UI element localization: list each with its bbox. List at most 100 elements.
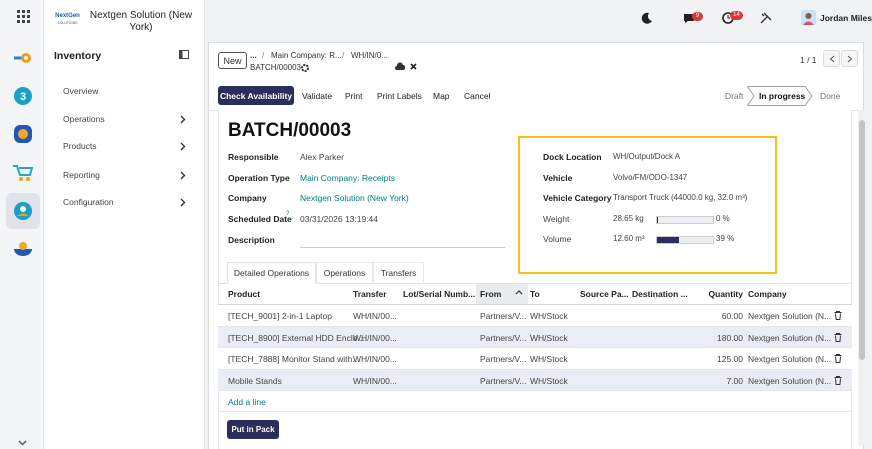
stage[interactable]: Done xyxy=(820,91,841,101)
field-label: Vehicle xyxy=(543,172,573,183)
app-icon[interactable] xyxy=(13,201,33,221)
submenu-arrow[interactable] xyxy=(180,198,186,207)
pager-prev[interactable] xyxy=(823,50,840,67)
cell: Partners/V... xyxy=(480,375,527,386)
avatar[interactable] xyxy=(801,10,816,25)
add-line[interactable]: Add a line xyxy=(228,397,266,407)
column-header[interactable]: Transfer xyxy=(353,289,387,299)
dark-mode[interactable] xyxy=(641,12,653,24)
table-row[interactable] xyxy=(218,369,852,391)
put-in-pack[interactable]: Put in Pack xyxy=(227,420,279,439)
app-icon[interactable] xyxy=(13,240,33,258)
submenu-arrow[interactable] xyxy=(180,115,186,124)
record-settings[interactable] xyxy=(301,64,309,72)
app-icon[interactable] xyxy=(13,124,33,144)
app-icon[interactable] xyxy=(12,162,34,182)
crumb[interactable]: Main Company: R... xyxy=(271,51,342,60)
field-value[interactable]: Alex Parker xyxy=(300,152,344,162)
primary-action[interactable]: Check Availability xyxy=(218,86,294,105)
app-rail: 3 xyxy=(0,0,44,449)
app-icon[interactable]: 3 xyxy=(13,86,33,106)
field-value[interactable]: Main Company: Receipts xyxy=(300,172,395,183)
logo-sub: SOLUTIONS xyxy=(57,21,78,25)
tab-active[interactable]: Detailed Operations xyxy=(227,262,316,284)
field-underline xyxy=(300,246,505,248)
column-header[interactable]: From xyxy=(480,289,502,299)
tabs-line xyxy=(218,283,852,284)
header-line xyxy=(218,304,852,305)
crumb[interactable]: ... xyxy=(250,51,257,60)
table-row[interactable] xyxy=(218,305,852,327)
menu-item[interactable]: Products xyxy=(63,141,97,151)
column-header[interactable]: Source Pa... xyxy=(580,289,629,299)
delete-row[interactable] xyxy=(834,354,842,363)
submenu-arrow[interactable] xyxy=(180,142,186,151)
action-button[interactable]: Map xyxy=(433,91,450,101)
app-icon[interactable] xyxy=(12,48,32,68)
cell: Partners/V... xyxy=(480,332,527,343)
apps-menu[interactable] xyxy=(17,10,30,23)
svg-text:3: 3 xyxy=(20,91,26,103)
menu-item[interactable]: Configuration xyxy=(63,197,114,207)
menu-item[interactable]: Operations xyxy=(63,114,105,124)
menu-item[interactable]: Reporting xyxy=(63,170,100,180)
discard[interactable] xyxy=(410,63,417,70)
cell: Mobile Stands xyxy=(228,375,282,386)
field-underline xyxy=(300,205,505,206)
cell: Partners/V... xyxy=(480,354,527,364)
cell: WH/Stock xyxy=(530,375,568,386)
field-value[interactable]: 03/31/2026 13:19:44 xyxy=(300,214,378,225)
table-row[interactable] xyxy=(218,348,852,370)
pager-next[interactable] xyxy=(841,50,858,67)
cell: WH/Stock xyxy=(530,311,568,321)
messages[interactable] xyxy=(683,13,695,24)
new-button[interactable]: New xyxy=(218,52,247,69)
submenu-arrow[interactable] xyxy=(180,171,186,180)
scrollbar xyxy=(858,110,866,445)
delete-row[interactable] xyxy=(834,332,842,342)
debug-tools[interactable] xyxy=(760,12,772,24)
tab[interactable]: Transfers xyxy=(373,262,424,284)
action-button[interactable]: Cancel xyxy=(464,91,491,101)
menu-item[interactable]: Overview xyxy=(63,86,99,96)
column-header[interactable]: Product xyxy=(228,289,261,299)
cell: Partners/V... xyxy=(480,311,527,321)
crumb[interactable]: WH/IN/0... xyxy=(351,51,388,60)
toggle-sidebar[interactable] xyxy=(179,50,189,59)
save[interactable] xyxy=(394,62,405,71)
table-row[interactable] xyxy=(218,326,852,348)
field-underline xyxy=(300,226,505,227)
cell: 60.00 xyxy=(721,311,743,321)
column-header[interactable]: Destination ... xyxy=(632,289,688,299)
sort-icon[interactable] xyxy=(515,288,523,296)
column-header[interactable]: Quantity xyxy=(708,289,743,299)
cell: [TECH_9001] 2-in-1 Laptop xyxy=(228,311,332,321)
table-bottom xyxy=(218,411,852,412)
user-name[interactable]: Jordan Miles xyxy=(820,13,872,23)
cell: WH/IN/00... xyxy=(353,354,397,364)
field-label: Responsible xyxy=(228,152,279,162)
column-header[interactable]: To xyxy=(530,289,540,299)
delete-row[interactable] xyxy=(834,375,842,385)
cell: WH/Stock xyxy=(530,354,568,364)
activity-badge: 14 xyxy=(730,11,743,20)
scroll-thumb[interactable] xyxy=(859,120,865,360)
sidebar: NextGen SOLUTIONS Nextgen Solution (New … xyxy=(44,0,205,449)
stage[interactable]: Draft xyxy=(725,91,744,101)
field-help[interactable]: ? xyxy=(286,211,290,218)
field-value: WH/Output/Dock A xyxy=(613,152,681,161)
field-value[interactable]: Nextgen Solution (New York) xyxy=(300,193,409,204)
field-underline xyxy=(300,185,505,186)
tab[interactable]: Operations xyxy=(316,262,373,284)
column-header[interactable]: Company xyxy=(748,289,787,299)
cell: 180.00 xyxy=(717,332,743,343)
delete-row[interactable] xyxy=(834,311,842,320)
rail-scroll[interactable] xyxy=(18,440,27,446)
action-button[interactable]: Print xyxy=(345,91,363,101)
action-button[interactable]: Print Labels xyxy=(377,91,422,101)
column-header[interactable]: Lot/Serial Numb... xyxy=(403,289,476,299)
stage-current[interactable]: In progress xyxy=(759,91,806,101)
stage-current-bg xyxy=(746,86,813,106)
action-button[interactable]: Validate xyxy=(302,91,333,101)
